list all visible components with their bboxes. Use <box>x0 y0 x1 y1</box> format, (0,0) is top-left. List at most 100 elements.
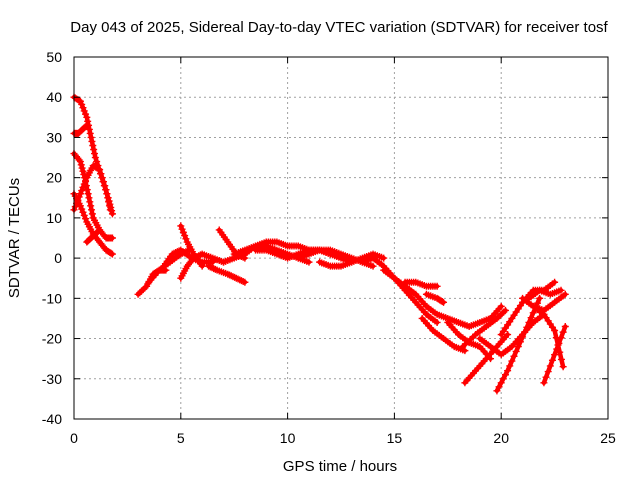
data-point <box>76 97 84 105</box>
data-point <box>79 208 87 216</box>
data-point <box>82 110 90 118</box>
data-point <box>86 198 94 206</box>
y-tick-label: -30 <box>42 371 62 387</box>
data-point <box>98 174 106 182</box>
data-point <box>493 387 501 395</box>
data-point <box>495 383 503 391</box>
data-point <box>108 234 116 242</box>
data-point <box>108 250 116 258</box>
series-trace-11 <box>177 222 206 270</box>
data-point <box>461 347 469 355</box>
y-tick-labels: -40 -30 -20 -10 0 10 20 30 40 50 <box>42 49 62 427</box>
data-point <box>107 249 115 257</box>
series-trace-24 <box>422 290 448 306</box>
data-point <box>80 211 88 219</box>
y-tick-label: 30 <box>46 129 62 145</box>
x-tick-label: 0 <box>70 430 78 446</box>
series-trace-23 <box>418 314 469 355</box>
data-point <box>561 290 569 298</box>
series-trace-8 <box>145 246 193 286</box>
y-tick-label: -40 <box>42 411 62 427</box>
data-point <box>79 183 87 191</box>
data-point <box>433 282 441 290</box>
data-point <box>75 96 83 104</box>
data-point <box>369 262 377 270</box>
y-tick-label: 0 <box>54 250 62 266</box>
data-point <box>82 177 90 185</box>
data-point <box>553 345 561 353</box>
series-trace-19 <box>316 250 388 270</box>
data-point <box>177 222 185 230</box>
data-point <box>105 202 113 210</box>
data-point <box>101 182 109 190</box>
x-tick-label: 25 <box>600 430 616 446</box>
series-trace-29 <box>493 294 544 395</box>
data-point <box>181 232 189 240</box>
data-point <box>561 322 569 330</box>
data-point <box>76 158 84 166</box>
data-point <box>83 113 91 121</box>
data-point <box>198 262 206 270</box>
data-point <box>559 328 567 336</box>
data-point <box>504 331 512 339</box>
data-point <box>78 187 86 195</box>
data-point <box>83 121 91 129</box>
data-point <box>83 186 91 194</box>
data-point <box>89 141 97 149</box>
data-point <box>544 368 552 376</box>
data-point <box>87 202 95 210</box>
data-point <box>95 227 103 235</box>
data-point <box>555 339 563 347</box>
data-point <box>557 334 565 342</box>
x-axis-label: GPS time / hours <box>283 458 397 475</box>
data-point <box>76 190 84 198</box>
data-point <box>508 357 516 365</box>
data-point <box>90 146 98 154</box>
data-point <box>536 294 544 302</box>
data-point <box>551 278 559 286</box>
y-tick-label: -10 <box>42 290 62 306</box>
data-point <box>86 129 94 137</box>
series-trace-6 <box>83 226 104 246</box>
series-trace-32 <box>525 286 565 302</box>
y-axis-label: SDTVAR / TECUs <box>6 178 23 298</box>
data-point <box>501 306 509 314</box>
data-point <box>88 137 96 145</box>
data-point <box>551 351 559 359</box>
data-point <box>557 355 565 363</box>
data-point <box>77 161 85 169</box>
data-point <box>433 318 441 326</box>
data-point <box>78 100 86 108</box>
data-point <box>85 194 93 202</box>
data-point <box>548 356 556 364</box>
data-point <box>91 154 99 162</box>
data-point <box>82 122 90 130</box>
data-point <box>506 362 514 370</box>
series-trace-12 <box>205 262 249 286</box>
data-point <box>380 254 388 262</box>
data-point <box>97 170 105 178</box>
x-tick-label: 20 <box>493 430 509 446</box>
data-point <box>99 178 107 186</box>
data-point <box>78 205 86 213</box>
data-point <box>88 206 96 214</box>
data-series <box>70 93 569 395</box>
data-point <box>241 278 249 286</box>
data-point <box>76 202 84 210</box>
data-point <box>542 373 550 381</box>
series-trace-9 <box>160 246 217 270</box>
x-tick-label: 10 <box>280 430 296 446</box>
data-point <box>551 327 559 335</box>
data-point <box>105 198 113 206</box>
series-trace-22 <box>401 278 441 290</box>
data-point <box>540 379 548 387</box>
data-point <box>557 286 565 294</box>
data-point <box>93 158 101 166</box>
series-trace-21 <box>380 266 505 330</box>
data-point <box>106 206 114 214</box>
grid <box>74 57 608 419</box>
data-point <box>75 156 83 164</box>
data-point <box>440 298 448 306</box>
data-point <box>525 318 533 326</box>
data-point <box>305 258 313 266</box>
